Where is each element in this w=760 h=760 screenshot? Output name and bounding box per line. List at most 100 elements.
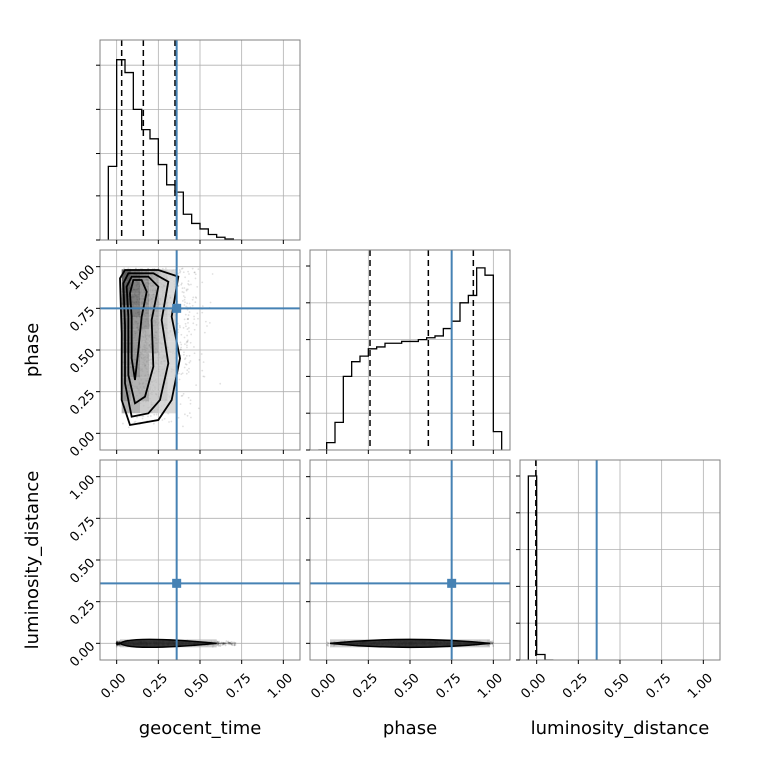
scatter-point — [183, 336, 186, 339]
scatter-point — [193, 328, 196, 331]
scatter-point — [183, 351, 185, 354]
y-axis-label-luminosity-distance: luminosity_distance — [22, 471, 43, 650]
scatter-point — [115, 642, 118, 645]
scatter-point — [179, 326, 181, 329]
scatter-point — [117, 643, 120, 646]
scatter-point — [192, 296, 195, 299]
x-tick-label: 0.00 — [308, 671, 339, 702]
panel-2-2 — [520, 460, 720, 660]
scatter-point — [228, 643, 230, 646]
scatter-point — [186, 302, 189, 305]
density-cell — [140, 401, 150, 414]
density-cell — [158, 401, 168, 414]
scatter-point — [202, 375, 205, 378]
scatter-point — [186, 344, 188, 347]
scatter-point — [180, 373, 183, 376]
scatter-point — [189, 402, 192, 405]
scatter-point — [492, 645, 495, 647]
scatter-point — [217, 644, 219, 646]
scatter-point — [225, 641, 227, 644]
scatter-point — [227, 642, 230, 644]
scatter-point — [229, 642, 232, 645]
scatter-point — [227, 642, 230, 644]
density-cell — [167, 353, 177, 366]
density-cell — [140, 269, 150, 282]
scatter-point — [219, 382, 222, 385]
scatter-point — [152, 422, 155, 425]
scatter-point — [219, 645, 222, 647]
scatter-point — [202, 361, 205, 364]
scatter-point — [182, 271, 185, 274]
scatter-point — [116, 640, 118, 643]
scatter-point — [217, 643, 220, 646]
scatter-point — [223, 642, 226, 644]
x-tick-label: 0.75 — [223, 671, 254, 702]
scatter-point — [117, 643, 120, 645]
panel-2-0 — [100, 460, 300, 660]
density-cell — [140, 377, 150, 390]
scatter-point — [117, 643, 120, 645]
scatter-point — [183, 366, 186, 369]
scatter-point — [233, 644, 236, 646]
scatter-point — [161, 267, 164, 270]
scatter-point — [178, 378, 181, 381]
scatter-point — [180, 395, 183, 397]
x-tick-label: 0.50 — [392, 671, 423, 702]
scatter-point — [183, 287, 186, 289]
scatter-point — [115, 641, 118, 644]
scatter-point — [182, 291, 185, 294]
scatter-point — [185, 325, 187, 328]
scatter-point — [179, 403, 182, 406]
scatter-point — [182, 326, 185, 329]
scatter-point — [217, 642, 220, 645]
scatter-point — [177, 284, 180, 287]
scatter-point — [187, 339, 189, 342]
scatter-point — [116, 643, 119, 645]
scatter-point — [115, 641, 118, 644]
scatter-point — [231, 644, 234, 647]
panel-2-1 — [310, 460, 510, 660]
scatter-point — [188, 311, 191, 313]
scatter-point — [168, 421, 170, 423]
scatter-point — [186, 318, 189, 321]
scatter-point — [134, 420, 137, 423]
scatter-point — [223, 642, 226, 644]
density-cell — [140, 341, 150, 354]
scatter-point — [191, 304, 194, 307]
scatter-point — [491, 641, 493, 644]
density-cell — [130, 269, 140, 282]
histogram-phase — [318, 267, 503, 450]
scatter-point — [186, 369, 189, 372]
panel-1-0 — [100, 250, 300, 450]
scatter-point — [201, 369, 204, 372]
scatter-point — [203, 375, 206, 378]
scatter-point — [188, 330, 190, 333]
contour-band — [329, 638, 491, 649]
scatter-point — [222, 642, 225, 645]
scatter-point — [133, 421, 136, 424]
scatter-point — [116, 640, 118, 643]
scatter-point — [186, 346, 188, 349]
scatter-point — [183, 304, 186, 306]
scatter-point — [117, 641, 120, 644]
scatter-point — [115, 642, 118, 645]
density-cell — [158, 341, 168, 354]
x-tick-label: 0.25 — [140, 671, 171, 702]
scatter-point — [228, 642, 231, 645]
scatter-point — [218, 642, 221, 645]
scatter-point — [116, 642, 119, 645]
scatter-point — [115, 642, 118, 645]
x-axis-label-luminosity-distance: luminosity_distance — [531, 718, 710, 739]
scatter-point — [230, 642, 233, 645]
density-cell — [140, 353, 150, 366]
scatter-point — [226, 642, 229, 645]
scatter-point — [489, 640, 492, 643]
density-cell — [130, 317, 140, 330]
scatter-point — [232, 642, 234, 645]
density-cell — [140, 329, 150, 342]
scatter-point — [221, 642, 224, 645]
scatter-point — [115, 641, 118, 643]
scatter-point — [227, 640, 230, 643]
density-cell — [167, 329, 177, 342]
scatter-point — [185, 372, 188, 375]
